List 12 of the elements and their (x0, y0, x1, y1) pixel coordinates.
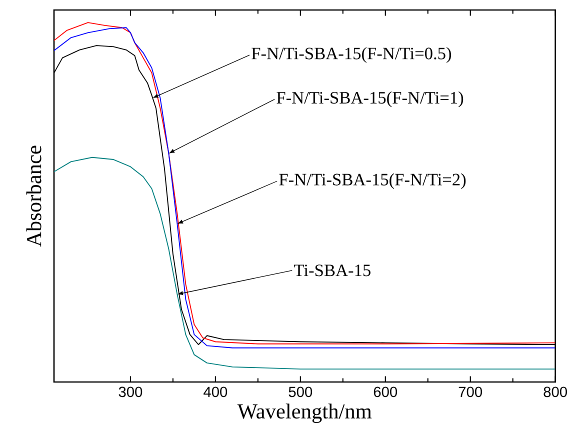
y-axis-title: Absorbance (26, 146, 42, 247)
annotation: F-N/Ti-SBA-15(F-N/Ti=2) (279, 173, 466, 189)
annotation: F-N/Ti-SBA-15(F-N/Ti=1) (276, 91, 464, 108)
annotation: F-N/Ti-SBA-15(F-N/Ti=0.5) (252, 47, 452, 63)
x-tick-label: 800 (544, 386, 567, 398)
x-axis-title: Wavelength/nm (237, 404, 372, 423)
x-tick-label: 700 (458, 386, 482, 398)
x-tick-label: 500 (288, 386, 312, 398)
x-tick-label: 300 (118, 386, 142, 398)
annotation: Ti-SBA-15 (294, 264, 370, 276)
x-tick-label: 400 (204, 386, 228, 398)
x-tick-label: 600 (374, 386, 398, 398)
